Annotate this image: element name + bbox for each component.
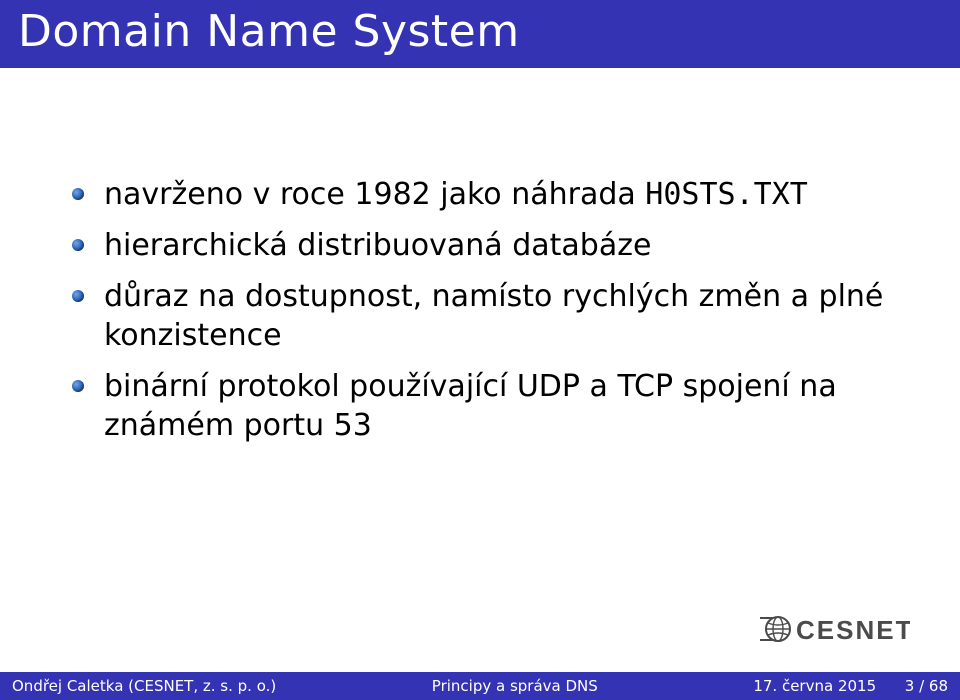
title-bar: Domain Name System	[0, 0, 960, 68]
logo-text: CESNET	[796, 615, 910, 645]
bullet-text: navrženo v roce 1982 jako náhrada	[104, 177, 645, 212]
slide-title: Domain Name System	[0, 0, 960, 57]
bullet-text: binární protokol používající UDP a TCP s…	[104, 369, 837, 443]
footer-title: Principy a správa DNS	[276, 677, 753, 695]
bullet-list: navrženo v roce 1982 jako náhrada H0STS.…	[70, 175, 900, 445]
footer-page-current: 3	[905, 677, 915, 695]
bullet-code: H0STS.TXT	[645, 177, 808, 212]
footer-sep	[881, 677, 900, 695]
footer-right: 17. června 2015 3 / 68	[753, 677, 960, 695]
bullet-item: binární protokol používající UDP a TCP s…	[70, 367, 900, 445]
bullet-item: hierarchická distribuovaná databáze	[70, 226, 900, 265]
bullet-text: hierarchická distribuovaná databáze	[104, 228, 651, 263]
bullet-item: důraz na dostupnost, namísto rychlých zm…	[70, 277, 900, 355]
slide: Domain Name System navrženo v roce 1982 …	[0, 0, 960, 700]
footer-bar: Ondřej Caletka (CESNET, z. s. p. o.) Pri…	[0, 672, 960, 700]
cesnet-logo-svg: CESNET	[760, 610, 910, 650]
bullet-item: navrženo v roce 1982 jako náhrada H0STS.…	[70, 175, 900, 214]
content-area: navrženo v roce 1982 jako náhrada H0STS.…	[70, 175, 900, 457]
bullet-text: důraz na dostupnost, namísto rychlých zm…	[104, 279, 883, 353]
footer-page-sep: /	[914, 677, 929, 695]
footer-page-total: 68	[929, 677, 948, 695]
footer-author: Ondřej Caletka (CESNET, z. s. p. o.)	[0, 677, 276, 695]
cesnet-logo: CESNET	[760, 610, 910, 650]
footer-date: 17. června 2015	[753, 677, 876, 695]
